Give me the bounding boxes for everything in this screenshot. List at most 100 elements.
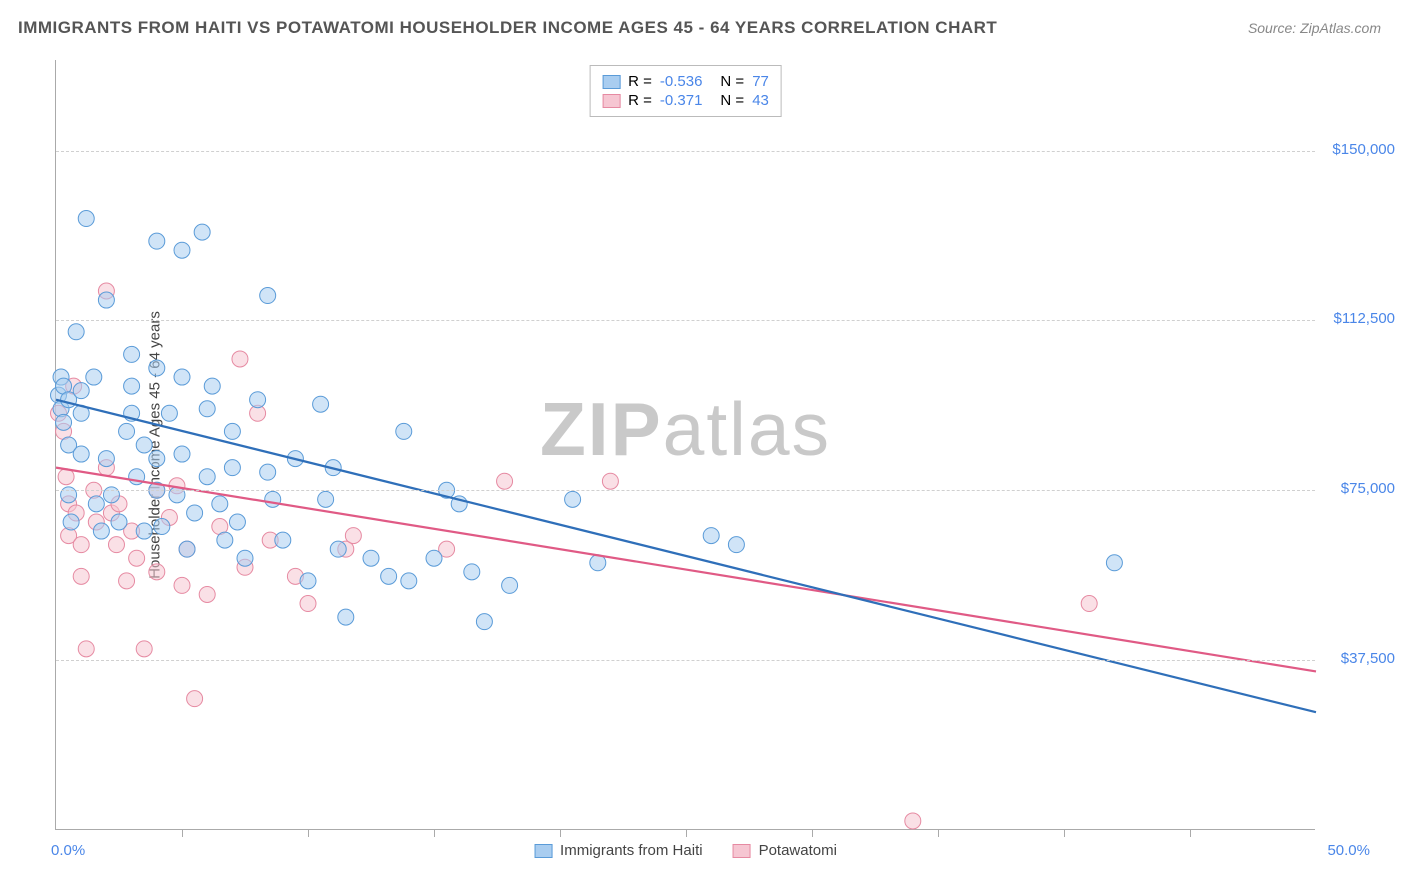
data-point <box>260 288 276 304</box>
data-point <box>119 423 135 439</box>
y-tick-label: $150,000 <box>1332 141 1395 158</box>
data-point <box>174 577 190 593</box>
data-point <box>61 487 77 503</box>
data-point <box>703 528 719 544</box>
data-point <box>381 568 397 584</box>
swatch-series1 <box>602 75 620 89</box>
gridline <box>56 660 1315 661</box>
data-point <box>73 537 89 553</box>
data-point <box>187 505 203 521</box>
data-point <box>111 514 127 530</box>
data-point <box>363 550 379 566</box>
data-point <box>187 691 203 707</box>
data-point <box>260 464 276 480</box>
data-point <box>300 573 316 589</box>
data-point <box>237 550 253 566</box>
data-point <box>149 451 165 467</box>
correlation-legend: R = -0.536 N = 77 R = -0.371 N = 43 <box>589 65 782 117</box>
r-value: -0.371 <box>660 92 703 109</box>
data-point <box>502 577 518 593</box>
data-point <box>179 541 195 557</box>
x-tick <box>812 829 813 837</box>
data-point <box>136 437 152 453</box>
data-point <box>68 324 84 340</box>
x-tick <box>1190 829 1191 837</box>
x-tick <box>308 829 309 837</box>
legend-row: R = -0.536 N = 77 <box>602 73 769 90</box>
data-point <box>602 473 618 489</box>
swatch-series1 <box>534 844 552 858</box>
data-point <box>93 523 109 539</box>
gridline <box>56 490 1315 491</box>
data-point <box>313 396 329 412</box>
data-point <box>199 401 215 417</box>
x-tick <box>434 829 435 837</box>
legend-label: Potawatomi <box>759 842 837 859</box>
y-tick-label: $75,000 <box>1341 480 1395 497</box>
data-point <box>78 641 94 657</box>
data-point <box>401 573 417 589</box>
data-point <box>300 596 316 612</box>
data-point <box>345 528 361 544</box>
swatch-series2 <box>602 94 620 108</box>
data-point <box>232 351 248 367</box>
data-point <box>338 609 354 625</box>
data-point <box>56 414 72 430</box>
legend-item: Potawatomi <box>733 842 837 859</box>
data-point <box>199 469 215 485</box>
data-point <box>265 491 281 507</box>
r-label: R = <box>628 92 652 109</box>
source-citation: Source: ZipAtlas.com <box>1248 20 1381 36</box>
r-value: -0.536 <box>660 73 703 90</box>
data-point <box>98 451 114 467</box>
data-point <box>905 813 921 829</box>
x-tick <box>182 829 183 837</box>
data-point <box>728 537 744 553</box>
data-point <box>194 224 210 240</box>
n-label: N = <box>720 92 744 109</box>
data-point <box>229 514 245 530</box>
data-point <box>565 491 581 507</box>
data-point <box>98 292 114 308</box>
data-point <box>108 537 124 553</box>
data-point <box>426 550 442 566</box>
data-point <box>1106 555 1122 571</box>
data-point <box>204 378 220 394</box>
data-point <box>212 496 228 512</box>
data-point <box>149 564 165 580</box>
data-point <box>103 487 119 503</box>
x-tick <box>1064 829 1065 837</box>
data-point <box>174 446 190 462</box>
data-point <box>63 514 79 530</box>
data-point <box>154 519 170 535</box>
data-point <box>161 405 177 421</box>
gridline <box>56 320 1315 321</box>
data-point <box>476 614 492 630</box>
data-point <box>124 378 140 394</box>
x-tick <box>686 829 687 837</box>
scatter-svg <box>56 60 1315 829</box>
data-point <box>396 423 412 439</box>
x-max-label: 50.0% <box>1327 842 1370 859</box>
x-tick <box>560 829 561 837</box>
chart-title: IMMIGRANTS FROM HAITI VS POTAWATOMI HOUS… <box>18 18 997 38</box>
series-legend: Immigrants from Haiti Potawatomi <box>534 842 837 859</box>
y-tick-label: $112,500 <box>1334 310 1395 327</box>
plot-area: Householder Income Ages 45 - 64 years ZI… <box>55 60 1315 830</box>
n-value: 43 <box>752 92 769 109</box>
x-min-label: 0.0% <box>51 842 85 859</box>
data-point <box>199 586 215 602</box>
data-point <box>497 473 513 489</box>
data-point <box>250 392 266 408</box>
data-point <box>217 532 233 548</box>
data-point <box>136 523 152 539</box>
legend-row: R = -0.371 N = 43 <box>602 92 769 109</box>
data-point <box>73 446 89 462</box>
data-point <box>88 496 104 512</box>
data-point <box>86 369 102 385</box>
data-point <box>174 242 190 258</box>
data-point <box>224 460 240 476</box>
swatch-series2 <box>733 844 751 858</box>
data-point <box>174 369 190 385</box>
gridline <box>56 151 1315 152</box>
